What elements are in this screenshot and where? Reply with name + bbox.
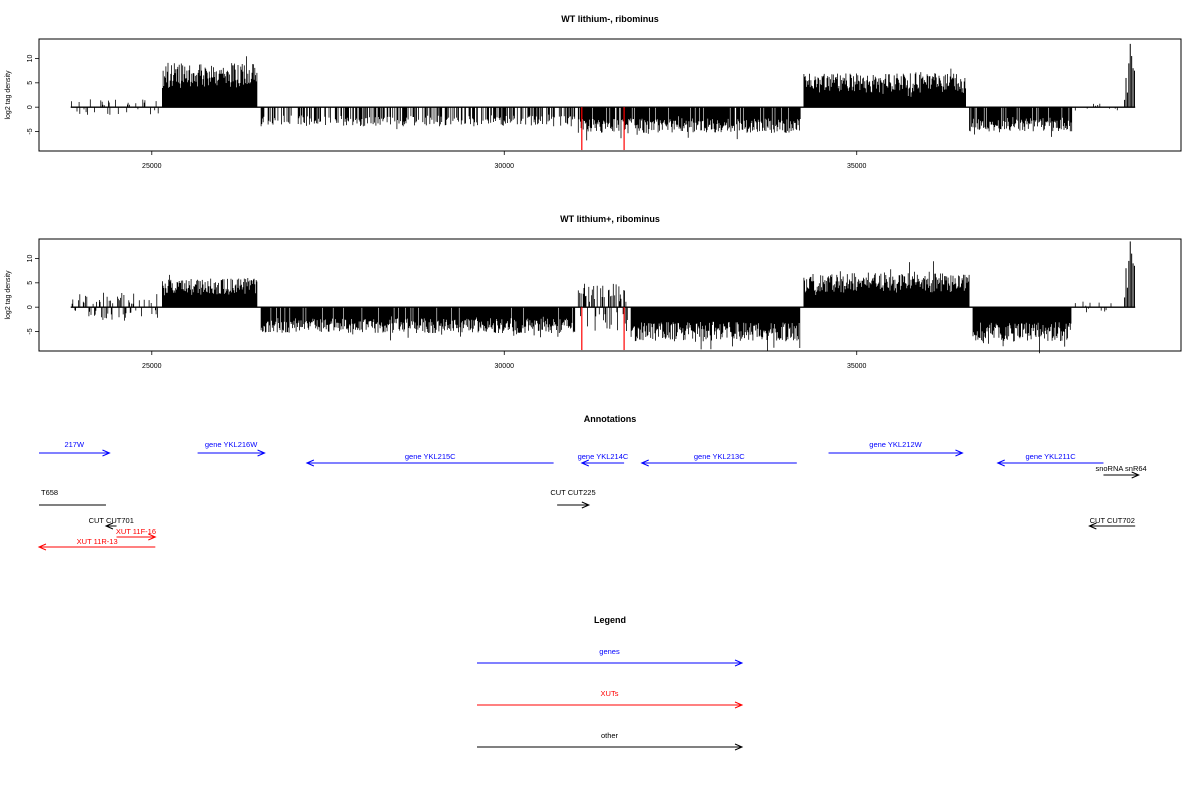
x-axis: 25000 30000 35000: [142, 151, 867, 170]
legend-arrowhead: [734, 701, 744, 709]
legend-entry: genes: [477, 647, 744, 667]
arrowhead: [580, 459, 589, 467]
bar-series: [70, 43, 1136, 151]
annotation-feature: gene YKL214C: [578, 452, 629, 467]
annotation-feature: gene YKL213C: [640, 452, 797, 467]
plot-frame: [38, 38, 1182, 152]
annotation-feature: T658: [39, 488, 106, 506]
annotation-feature: CUT CUT225: [550, 488, 596, 509]
annotation-feature: 217W: [39, 440, 111, 457]
feature-label: CUT CUT702: [1090, 516, 1135, 525]
panel-title: WT lithium-, ribominus: [561, 14, 659, 24]
y-axis-label: log2 tag density: [5, 70, 12, 120]
annotation-features: 217W gene YKL216W gene YKL215C gene YKL214C…: [37, 440, 1147, 551]
density-bars: [71, 56, 1118, 141]
y-tick-label: 5: [27, 281, 34, 285]
bar-series: [70, 241, 1136, 354]
annotation-feature: XUT 11F-16: [116, 527, 157, 541]
feature-label: gene YKL211C: [1025, 452, 1076, 461]
arrowhead: [257, 449, 266, 457]
feature-label: snoRNA snR64: [1095, 464, 1146, 473]
legend-entries: genes XUTs other: [477, 647, 744, 751]
panel-title: WT lithium+, ribominus: [560, 214, 660, 224]
annotation-feature: gene YKL216W: [197, 440, 266, 457]
feature-label: gene YKL213C: [694, 452, 745, 461]
feature-label: gene YKL215C: [405, 452, 456, 461]
legend-entry: XUTs: [477, 689, 744, 709]
x-tick-label: 35000: [847, 163, 867, 170]
legend-label: genes: [599, 647, 620, 656]
annotation-feature: gene YKL211C: [996, 452, 1104, 467]
annotations-panel: Annotations 217W gene YKL216W gene YKL215C…: [37, 414, 1147, 551]
feature-label: 217W: [64, 440, 85, 449]
feature-label: gene YKL212W: [869, 440, 922, 449]
arrowhead: [305, 459, 315, 467]
annotation-feature: XUT 11R-13: [37, 537, 156, 551]
annotation-feature: gene YKL212W: [828, 440, 964, 457]
annotation-feature: gene YKL215C: [305, 452, 554, 467]
legend-entry: other: [477, 731, 744, 751]
arrowhead: [955, 449, 964, 457]
annotation-feature: CUT CUT702: [1088, 516, 1136, 530]
tag-density-panel-lithium-minus: WT lithium-, ribominus log2 tag density …: [5, 14, 1182, 170]
y-tick-label: 0: [27, 105, 34, 109]
x-axis: 25000 30000 35000: [142, 351, 867, 370]
y-tick-label: -5: [27, 328, 34, 334]
legend-arrowhead: [734, 743, 744, 751]
x-tick-label: 30000: [495, 163, 515, 170]
arrowhead: [640, 459, 649, 467]
y-tick-label: 0: [27, 305, 34, 309]
arrowhead: [104, 522, 114, 530]
legend-label: XUTs: [601, 689, 619, 698]
feature-label: T658: [41, 488, 58, 497]
arrowhead: [37, 543, 47, 551]
y-axis: -5 0 5 10: [27, 54, 39, 135]
y-axis: -5 0 5 10: [27, 254, 39, 335]
legend-title: Legend: [594, 615, 626, 625]
feature-label: CUT CUT225: [550, 488, 595, 497]
arrowhead: [581, 501, 591, 509]
y-axis-label: log2 tag density: [5, 270, 12, 320]
y-tick-label: 5: [27, 81, 34, 85]
arrowhead: [1088, 522, 1097, 530]
tag-density-panel-lithium-plus: WT lithium+, ribominus log2 tag density …: [5, 214, 1182, 370]
feature-label: gene YKL214C: [578, 452, 629, 461]
x-tick-label: 25000: [142, 163, 162, 170]
arrowhead: [102, 449, 111, 457]
x-tick-label: 30000: [495, 363, 515, 370]
feature-label: CUT CUT701: [89, 516, 134, 525]
y-tick-label: 10: [27, 54, 34, 62]
x-tick-label: 35000: [847, 363, 867, 370]
x-tick-label: 25000: [142, 363, 162, 370]
y-tick-label: -5: [27, 128, 34, 134]
plot-frame: [38, 238, 1182, 352]
arrowhead: [1131, 471, 1140, 479]
feature-label: XUT 11R-13: [77, 537, 118, 546]
legend-arrowhead: [734, 659, 744, 667]
legend: Legend genes XUTs other: [477, 615, 744, 751]
feature-label: gene YKL216W: [205, 440, 258, 449]
legend-label: other: [601, 731, 619, 740]
annotations-title: Annotations: [584, 414, 637, 424]
annotation-feature: snoRNA snR64: [1095, 464, 1147, 479]
y-tick-label: 10: [27, 254, 34, 262]
feature-label: XUT 11F-16: [116, 527, 156, 536]
annotation-feature: CUT CUT701: [89, 516, 134, 530]
density-bars: [71, 261, 1112, 354]
arrowhead: [148, 533, 157, 541]
arrowhead: [996, 459, 1005, 467]
